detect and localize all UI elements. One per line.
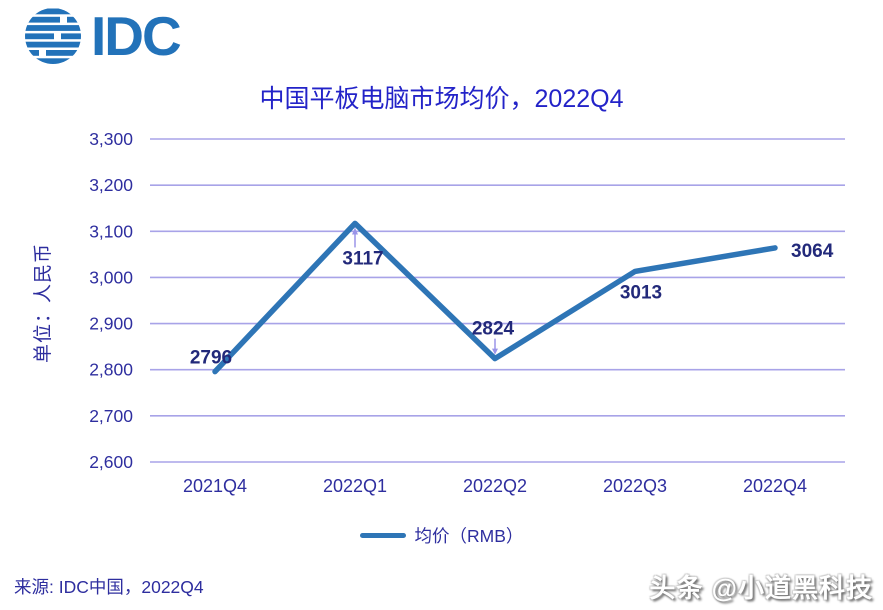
svg-text:2,700: 2,700 <box>89 406 133 426</box>
legend: 均价（RMB） <box>0 523 883 548</box>
svg-text:2022Q1: 2022Q1 <box>323 476 387 496</box>
logo-text: IDC <box>91 5 182 67</box>
svg-text:2022Q4: 2022Q4 <box>743 476 807 496</box>
globe-icon <box>25 8 81 64</box>
legend-label: 均价（RMB） <box>414 526 524 546</box>
chart-title: 中国平板电脑市场均价，2022Q4 <box>259 85 624 113</box>
idc-logo: IDC <box>24 5 182 67</box>
svg-text:3013: 3013 <box>620 282 662 303</box>
svg-text:3064: 3064 <box>791 241 834 262</box>
line-chart: 3,300 3,200 3,100 3,000 2,900 2,800 2,700 2,600… <box>89 129 845 496</box>
legend-line-swatch <box>359 533 406 538</box>
svg-text:3,200: 3,200 <box>89 175 133 195</box>
watermark: 头条 @小道黑科技 <box>649 573 873 603</box>
svg-text:3117: 3117 <box>342 248 383 269</box>
svg-text:3,100: 3,100 <box>89 221 133 241</box>
svg-text:2,900: 2,900 <box>89 314 133 334</box>
svg-text:2021Q4: 2021Q4 <box>183 476 247 496</box>
svg-text:2,800: 2,800 <box>89 360 133 380</box>
svg-text:2022Q3: 2022Q3 <box>603 476 667 496</box>
svg-text:2022Q2: 2022Q2 <box>463 476 527 496</box>
svg-text:3,000: 3,000 <box>89 267 133 287</box>
svg-text:3,300: 3,300 <box>89 129 133 149</box>
svg-text:2,600: 2,600 <box>89 452 133 472</box>
svg-text:2824: 2824 <box>472 319 515 340</box>
svg-text:2796: 2796 <box>190 348 232 369</box>
source-note: 来源: IDC中国，2022Q4 <box>14 577 204 597</box>
